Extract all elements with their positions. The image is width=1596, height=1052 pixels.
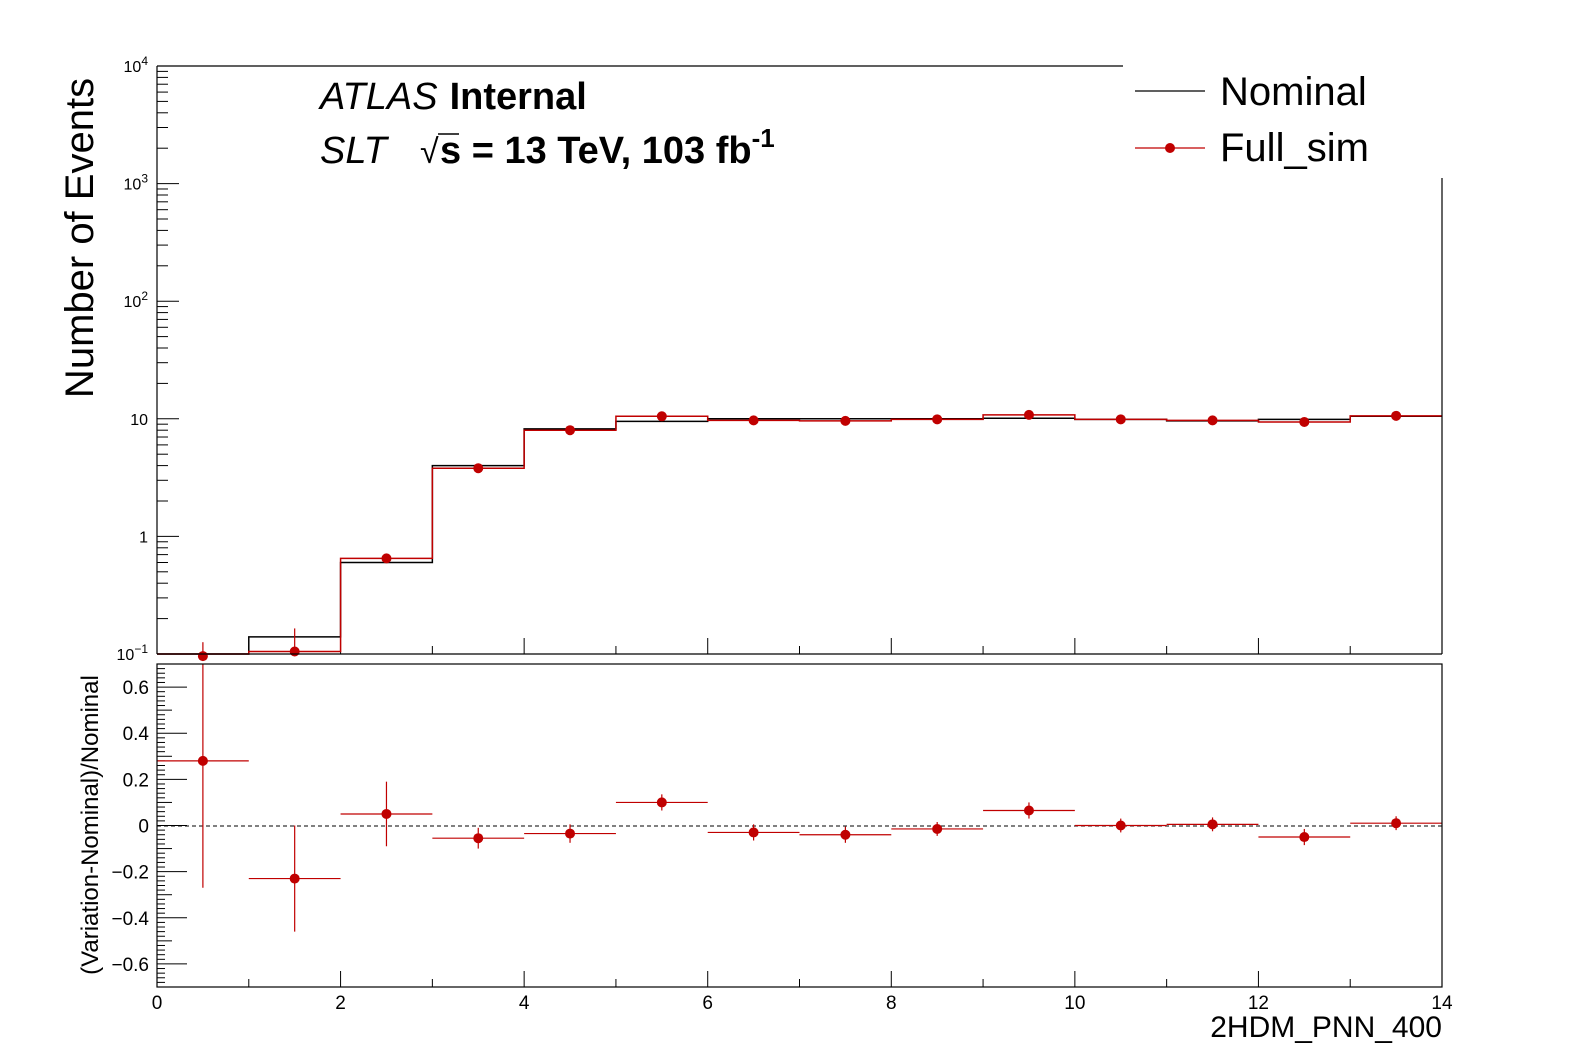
- main-y-tick-label: 10−1: [117, 642, 149, 664]
- ratio-x-axis-title: 2HDM_PNN_400: [1210, 1011, 1442, 1044]
- ratio-plot-series: [157, 664, 1442, 932]
- ratio-x-tick-label: 12: [1248, 993, 1269, 1014]
- ratio-point: [840, 829, 851, 840]
- fullsim-point: [197, 651, 208, 662]
- ratio-point: [1207, 819, 1218, 830]
- main-y-ticks: [157, 65, 179, 655]
- ratio-y-axis-title: (Variation-Nominal)/Nominal: [77, 675, 104, 975]
- main-y-tick-label: 10: [130, 412, 148, 429]
- legend: Nominal Full_sim: [1135, 70, 1369, 170]
- fullsim-point: [932, 414, 943, 425]
- atlas-label: ATLAS Internal SLT √ s = 13 TeV, 103 fb-1: [318, 76, 775, 172]
- ratio-y-tick-label: 0.2: [123, 770, 149, 791]
- legend-fullsim-marker: [1165, 143, 1175, 153]
- fullsim-point: [1207, 415, 1218, 426]
- sqrt-symbol: √: [420, 133, 439, 171]
- fullsim-point: [1115, 414, 1126, 425]
- ratio-x-tick-label: 10: [1064, 993, 1085, 1014]
- main-panel: 10−1 1 10 102 103 104 Number of Events: [58, 54, 1443, 664]
- main-y-tick-label: 102: [124, 289, 149, 311]
- fullsim-point: [289, 646, 300, 657]
- ratio-point: [1115, 820, 1126, 831]
- fullsim-point: [381, 553, 392, 564]
- main-frame: [156, 65, 1443, 655]
- ratio-point: [1023, 805, 1034, 816]
- ratio-x-tick-label: 6: [702, 993, 713, 1014]
- svg-text:SLT: SLT: [320, 130, 390, 172]
- ratio-y-tick-labels: −0.6 −0.4 −0.2 0 0.2 0.4 0.6: [111, 678, 149, 976]
- ratio-x-tick-label: 14: [1431, 993, 1453, 1014]
- lumi-exponent: -1: [752, 123, 775, 153]
- ratio-x-tick-label: 2: [335, 993, 346, 1014]
- fullsim-point: [473, 463, 484, 474]
- ratio-point: [381, 808, 392, 819]
- channel-text: SLT: [320, 130, 390, 172]
- ratio-y-tick-label: −0.6: [111, 955, 149, 976]
- ratio-frame: [156, 663, 1443, 988]
- main-y-axis-title: Number of Events: [58, 78, 102, 398]
- fullsim-point: [840, 415, 851, 426]
- ratio-point: [197, 755, 208, 766]
- main-y-tick-label: 1: [139, 529, 148, 546]
- ratio-y-tick-label: −0.4: [111, 909, 149, 930]
- ratio-x-tick-label: 8: [886, 993, 897, 1014]
- fullsim-point: [1299, 416, 1310, 427]
- atlas-text: ATLAS: [318, 76, 438, 118]
- ratio-point: [656, 797, 667, 808]
- ratio-point: [1391, 818, 1402, 829]
- ratio-point: [473, 833, 484, 844]
- ratio-point: [1299, 832, 1310, 843]
- fullsim-point: [748, 415, 759, 426]
- fullsim-point: [656, 411, 667, 422]
- ratio-point: [748, 827, 759, 838]
- internal-text: Internal: [450, 76, 587, 118]
- ratio-point: [289, 873, 300, 884]
- legend-fullsim-label: Full_sim: [1220, 126, 1369, 170]
- ratio-y-tick-label: −0.2: [111, 863, 149, 884]
- ratio-y-tick-label: 0: [138, 817, 149, 838]
- fullsim-point: [1391, 410, 1402, 421]
- energy-text: s = 13 TeV, 103 fb: [440, 130, 752, 172]
- main-y-tick-label: 104: [124, 54, 149, 76]
- ratio-x-tick-label: 4: [519, 993, 530, 1014]
- ratio-y-tick-label: 0.6: [123, 678, 149, 699]
- ratio-point: [932, 823, 943, 834]
- main-plot-series: [157, 409, 1442, 662]
- legend-nominal-label: Nominal: [1220, 70, 1367, 114]
- ratio-y-tick-label: 0.4: [123, 724, 150, 745]
- main-y-tick-labels: 10−1 1 10 102 103 104: [117, 54, 149, 664]
- main-y-tick-label: 103: [124, 172, 149, 194]
- ratio-x-ticks: [156, 971, 1443, 987]
- ratio-x-tick-label: 0: [152, 993, 163, 1014]
- fullsim-point: [1023, 409, 1034, 420]
- ratio-panel: −0.6 −0.4 −0.2 0 0.2 0.4 0.6 0 2 4 6 8 10 12 14 (Vari…: [77, 663, 1453, 1044]
- ratio-x-tick-labels: 0 2 4 6 8 10 12 14: [152, 993, 1453, 1014]
- ratio-point: [565, 828, 576, 839]
- svg-text:s = 13 TeV, 103 fb-1: s = 13 TeV, 103 fb-1: [440, 123, 775, 172]
- fullsim-point: [565, 425, 576, 436]
